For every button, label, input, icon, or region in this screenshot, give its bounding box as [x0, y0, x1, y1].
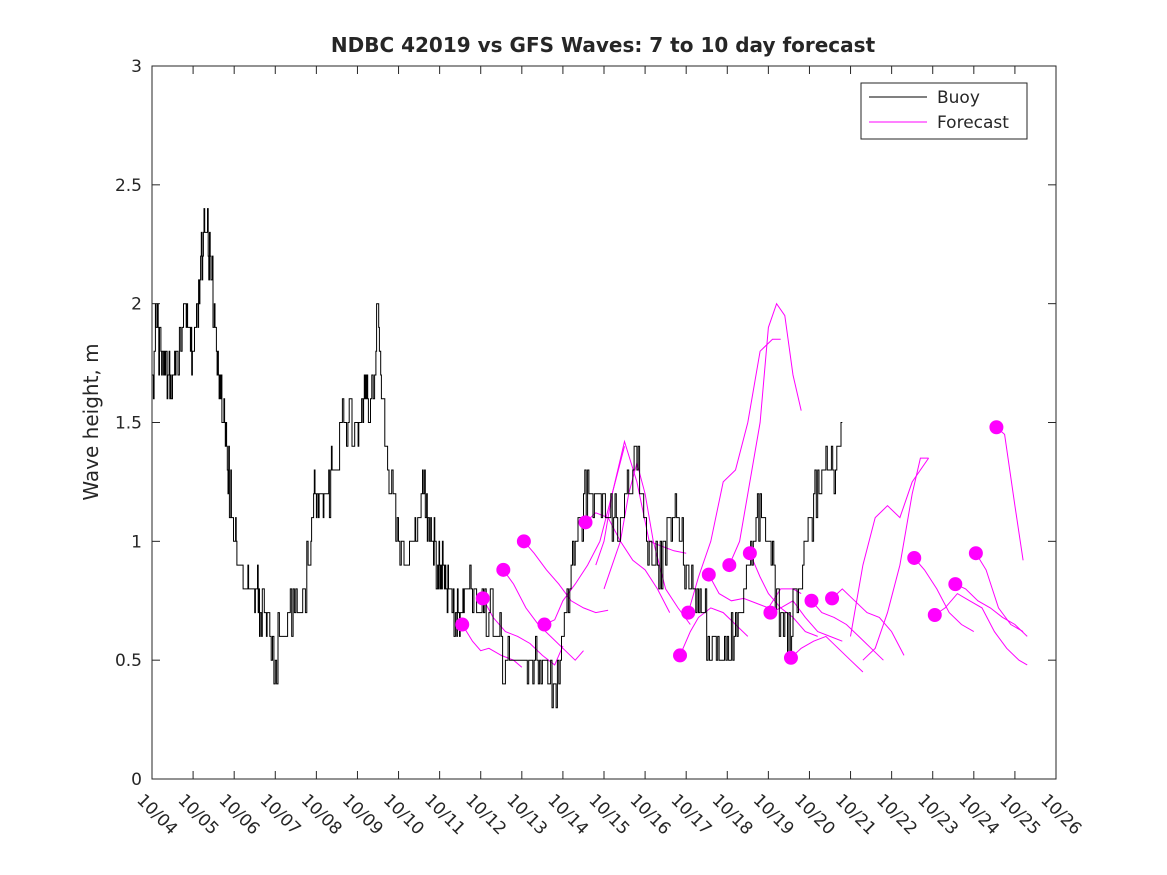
buoy-line-group	[152, 208, 843, 709]
forecast-line	[770, 600, 843, 642]
forecast-line	[728, 302, 802, 566]
forecast-start-marker	[948, 577, 963, 592]
forecast-line	[687, 338, 781, 613]
forecast-line	[708, 574, 802, 609]
legend-box	[860, 82, 1028, 140]
forecast-line	[523, 540, 609, 614]
legend: Buoy Forecast	[860, 82, 1028, 140]
forecast-start-marker	[578, 515, 593, 530]
forecast-start-marker	[742, 546, 757, 561]
forecast-line	[790, 635, 864, 673]
legend-forecast-label: Forecast	[937, 113, 1009, 133]
forecast-start-marker	[701, 567, 716, 582]
forecast-line	[850, 457, 930, 637]
forecast-line	[934, 592, 1028, 666]
forecast-line	[482, 598, 564, 666]
legend-buoy-label: Buoy	[937, 88, 980, 108]
forecast-start-marker	[681, 605, 696, 620]
forecast-line	[595, 439, 687, 566]
forecast-line	[831, 588, 905, 656]
forecast-start-marker	[989, 420, 1004, 435]
forecast-start-marker	[455, 617, 470, 632]
forecast-start-marker	[722, 558, 737, 573]
chart-title: NDBC 42019 vs GFS Waves: 7 to 10 day for…	[331, 33, 876, 57]
y-tick-label: 2.5	[115, 176, 142, 196]
forecast-start-marker	[927, 608, 942, 623]
forecast-start-marker	[804, 593, 819, 608]
y-tick-label: 0	[131, 770, 142, 790]
forecast-start-marker	[968, 546, 983, 561]
y-tick-label: 1.5	[115, 414, 142, 434]
plot-background	[152, 66, 1056, 779]
forecast-line	[975, 552, 1024, 633]
y-axis-label: Wave height, m	[79, 343, 103, 500]
buoy-line	[152, 208, 843, 709]
forecast-start-marker	[783, 650, 798, 665]
forecast-start-marker	[907, 550, 922, 565]
y-tick-label: 1	[131, 532, 142, 552]
forecast-start-marker	[516, 534, 531, 549]
forecast-start-marker	[496, 562, 511, 577]
y-tick-label: 0.5	[115, 651, 142, 671]
forecast-line	[811, 600, 884, 661]
y-tick-label: 2	[131, 295, 142, 315]
forecast-start-marker	[537, 617, 552, 632]
forecast-line	[544, 446, 625, 625]
y-tick-label: 3	[131, 57, 142, 77]
y-ticks: 0 0.5 1 1.5 2 2.5 3	[115, 57, 1056, 790]
forecast-start-marker	[475, 591, 490, 606]
forecast-start-marker	[763, 605, 778, 620]
forecast-line	[603, 460, 691, 625]
forecast-lines	[461, 302, 1028, 673]
forecast-line	[585, 512, 671, 613]
forecast-line	[862, 457, 929, 661]
forecast-line	[913, 557, 975, 633]
forecast-markers	[455, 420, 1004, 665]
plot-area	[152, 66, 1056, 779]
forecast-start-marker	[673, 648, 688, 663]
forecast-start-marker	[825, 591, 840, 606]
forecast-line	[955, 583, 1028, 637]
